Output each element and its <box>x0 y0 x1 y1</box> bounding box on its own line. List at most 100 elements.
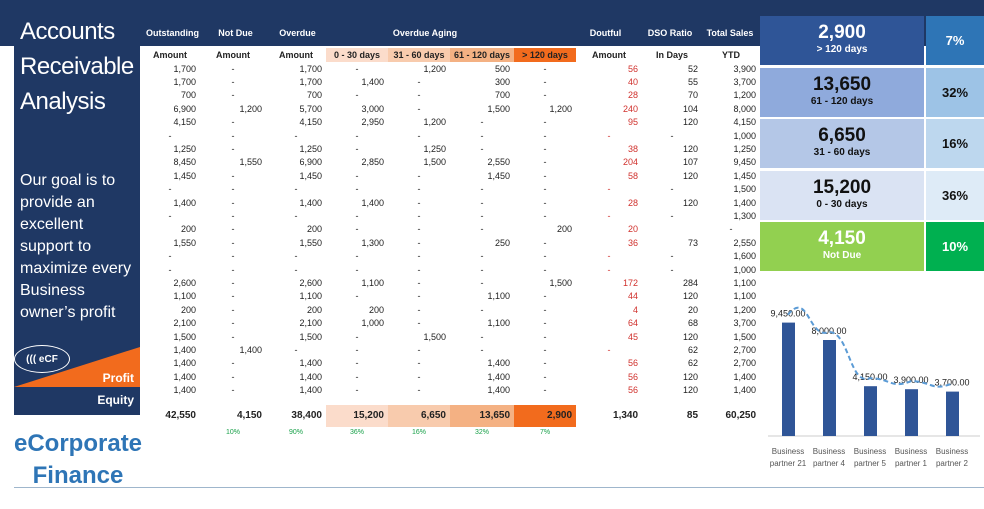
table-cell: - <box>543 251 547 262</box>
table-cell: 68 <box>688 318 699 329</box>
table-cell: 55 <box>688 77 699 88</box>
table-cell: 120 <box>683 197 699 208</box>
table-cell: - <box>543 304 547 315</box>
table-cell: 1,550 <box>173 237 196 248</box>
card-value: 4,150 <box>818 228 866 249</box>
table-cell: - <box>480 344 484 355</box>
subheader-cell: 61 - 120 days <box>450 48 515 62</box>
table-cell: 62 <box>688 358 699 369</box>
table-cell: 1,400 <box>239 344 262 355</box>
header-overdue-aging: Overdue Aging <box>392 28 458 38</box>
chart-category-label: Business <box>854 447 886 456</box>
percent-cell <box>702 427 760 439</box>
aging-card: 2,900 > 120 days <box>760 16 924 65</box>
table-cell: 70 <box>688 90 699 101</box>
card-value: 6,650 <box>818 125 866 146</box>
table-cell: - <box>231 304 235 315</box>
table-cell: - <box>231 90 235 101</box>
table-row: 1,550 - 1,550 1,300 - 250 - 36 73 2,550 <box>140 236 760 249</box>
card-percent: 36% <box>926 170 984 220</box>
table-cell: 120 <box>683 385 699 396</box>
table-cell: - <box>355 63 359 74</box>
table-cell: - <box>417 264 421 275</box>
title-line: Analysis <box>20 88 106 115</box>
table-row: 1,450 - 1,450 - - 1,450 - 58 120 1,450 <box>140 169 760 182</box>
header-dso: DSO Ratio <box>647 28 693 38</box>
table-cell: - <box>543 157 547 168</box>
table-cell: - <box>729 224 733 235</box>
table-cell: 3,000 <box>361 103 384 114</box>
table-cell: - <box>231 331 235 342</box>
table-cell: - <box>543 264 547 275</box>
table-cell: 3,700 <box>733 77 757 88</box>
table-cell: - <box>480 210 484 221</box>
totals-row: 42,550 4,150 38,400 15,200 6,650 13,650 2,900 1… <box>140 404 760 427</box>
table-cell: - <box>543 344 547 355</box>
table-cell: 700 <box>306 90 322 101</box>
card-label: Not Due <box>822 250 862 261</box>
table-cell: 1,700 <box>173 77 196 88</box>
table-cell: 2,850 <box>361 157 384 168</box>
table-cell: 1,200 <box>239 103 262 114</box>
table-cell: 1,700 <box>173 63 196 74</box>
table-cell: 1,400 <box>361 197 384 208</box>
percent-cell: 36% <box>349 429 364 437</box>
table-cell: 6,900 <box>299 157 322 168</box>
table-cell: - <box>417 237 421 248</box>
table-row: 8,450 1,550 6,900 2,850 1,500 2,550 - 204 107 9,4… <box>140 156 760 169</box>
table-cell: 1,400 <box>173 344 196 355</box>
table-cell: 1,500 <box>173 331 196 342</box>
table-cell: - <box>231 291 235 302</box>
table-cell: - <box>231 358 235 369</box>
table-cell: 1,500 <box>733 184 757 195</box>
percent-cell <box>576 427 642 439</box>
chart-category-label: partner 1 <box>895 459 928 468</box>
table-cell: - <box>294 264 298 275</box>
table-cell: 200 <box>306 224 322 235</box>
table-cell: - <box>231 117 235 128</box>
table-cell: - <box>543 210 547 221</box>
aging-card: 15,200 0 - 30 days <box>760 170 924 220</box>
table-cell: - <box>670 184 674 195</box>
table-cell: 95 <box>628 117 639 128</box>
goal-line: maximize every <box>20 260 132 277</box>
table-cell: - <box>480 130 484 141</box>
table-cell: 1,000 <box>733 130 757 141</box>
table-cell: - <box>417 344 421 355</box>
total-cell: 42,550 <box>165 410 196 422</box>
subheader-cell: Amount <box>153 50 187 60</box>
table-cell: - <box>417 224 421 235</box>
table-cell: - <box>543 331 547 342</box>
table-cell: 6,900 <box>173 103 196 114</box>
table-cell: 120 <box>683 117 699 128</box>
card-percent: 16% <box>926 119 984 168</box>
table-cell: 56 <box>628 385 639 396</box>
left-panel: Accounts Receivable Analysis Our goal is… <box>14 0 140 415</box>
logo-profit: Profit <box>102 371 134 385</box>
aging-card: 6,650 31 - 60 days <box>760 119 924 168</box>
table-cell: - <box>231 210 235 221</box>
table-cell: 1,400 <box>733 385 757 396</box>
percent-cell: 16% <box>411 429 426 437</box>
table-cell: 1,400 <box>487 358 511 369</box>
percent-cell: 7% <box>539 429 551 437</box>
logo-orange-wedge <box>14 347 140 387</box>
table-cell: - <box>168 264 172 275</box>
subheader-cell: YTD <box>722 50 741 60</box>
table-cell: 1,400 <box>733 197 757 208</box>
table-cell: 1,400 <box>299 358 322 369</box>
card-percent: 10% <box>926 222 984 271</box>
table-cell: - <box>294 130 298 141</box>
table-cell: - <box>355 130 359 141</box>
table-row: 1,100 - 1,100 - - 1,100 - 44 120 1,100 <box>140 290 760 303</box>
table-cell: - <box>417 130 421 141</box>
table-cell: 1,100 <box>733 291 757 302</box>
card-label: 31 - 60 days <box>813 147 871 158</box>
table-cell: - <box>543 371 547 382</box>
table-cell: - <box>607 264 611 275</box>
table-cell: - <box>417 90 421 101</box>
table-cell: 56 <box>628 358 639 369</box>
table-cell: 5,700 <box>299 103 322 114</box>
table-row: - - - - - - - - - 1,000 <box>140 129 760 142</box>
